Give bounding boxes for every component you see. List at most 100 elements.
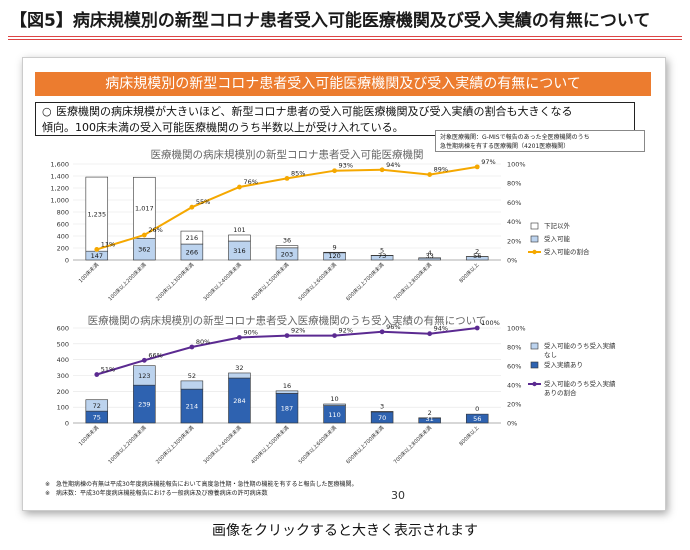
- x-tick-label: 100床以上200床未満: [106, 261, 148, 303]
- ref-line-2: 急性期病棟を有する医療機関（4201医療機関）: [440, 143, 570, 150]
- ratio-point: [427, 331, 433, 337]
- ratio-point: [189, 344, 195, 350]
- y-tick-label: 800: [57, 209, 69, 217]
- legend-swatch-ratio-point: [532, 249, 537, 255]
- data-label-without-record: 3: [380, 402, 384, 410]
- chart-acceptance-record: 医療機関の病床規模別の新型コロナ患者受入医療機関のうち受入実績の有無について01…: [57, 314, 616, 466]
- x-tick-label: 700床以上800床未満: [391, 261, 433, 303]
- data-label-with-record: 31: [426, 415, 434, 423]
- data-label-with-record: 110: [328, 411, 340, 419]
- summary-text-1: 医療機関の病床規模が大きいほど、新型コロナ患者の受入可能医療機関及び受入実績の割…: [56, 105, 573, 118]
- data-label-acceptable: 147: [91, 252, 103, 260]
- x-tick-label: 800床以上: [457, 424, 481, 448]
- footnote-1: ※ 急性期病棟の有無は平成30年度病床機能報告において高度急性期・急性期の機能を…: [45, 481, 358, 488]
- data-label-acceptable: 203: [281, 250, 293, 258]
- data-label-with-record: 56: [473, 415, 481, 423]
- y-tick-label: 300: [57, 372, 69, 380]
- y-tick-label: 600: [57, 221, 69, 229]
- data-label-without-record: 52: [188, 372, 196, 380]
- ratio-label: 76%: [243, 178, 257, 186]
- x-tick-label: 400床以上500床未満: [249, 261, 291, 303]
- x-tick-label: 100床未満: [77, 261, 101, 285]
- footnotes: ※ 急性期病棟の有無は平成30年度病床機能報告において高度急性期・急性期の機能を…: [45, 480, 565, 498]
- ratio-label: 97%: [481, 158, 495, 166]
- page-number: 30: [391, 489, 405, 502]
- x-tick-label: 100床未満: [77, 424, 101, 448]
- y-tick-label: 1,400: [50, 173, 69, 181]
- ratio-label: 11%: [101, 240, 115, 248]
- bar-segment-other: [323, 251, 346, 254]
- ratio-point: [141, 232, 147, 238]
- summary-note-line-2: 傾向。100床未満の受入可能医療機関のうち半数以上が受け入れている。: [42, 121, 404, 134]
- page-title: 【図5】病床規模別の新型コロナ患者受入可能医療機関及び受入実績の有無について: [10, 11, 651, 31]
- data-label-other: 101: [233, 226, 245, 234]
- ratio-label: 92%: [339, 327, 353, 335]
- y2-tick-label: 20%: [507, 401, 521, 409]
- data-label-other: 1,017: [135, 204, 154, 212]
- ratio-label: 93%: [339, 162, 353, 170]
- chart-title: 医療機関の病床規模別の新型コロナ患者受入医療機関のうち受入実績の有無について: [88, 314, 487, 327]
- data-label-with-record: 239: [138, 401, 150, 409]
- legend-swatch-with-record: [530, 361, 539, 369]
- y2-tick-label: 20%: [507, 237, 521, 245]
- data-label-without-record: 10: [330, 395, 338, 403]
- x-tick-label: 600床以上700床未満: [344, 424, 386, 466]
- y2-tick-label: 0%: [507, 257, 517, 265]
- ratio-label: 96%: [386, 323, 400, 331]
- ratio-label: 94%: [434, 325, 448, 333]
- ratio-point: [237, 335, 242, 340]
- ratio-label: 66%: [148, 351, 162, 359]
- bar-segment-without-record: [85, 399, 109, 412]
- summary-note: ○ 医療機関の病床規模が大きいほど、新型コロナ患者の受入可能医療機関及び受入実績の…: [35, 102, 635, 136]
- data-label-with-record: 284: [233, 397, 245, 405]
- data-label-with-record: 70: [378, 414, 386, 422]
- legend-label: 受入可能: [544, 234, 571, 243]
- bar-segment-without-record: [133, 365, 156, 386]
- data-label-other: 9: [332, 243, 336, 251]
- y-tick-label: 400: [57, 356, 69, 364]
- ratio-label: 80%: [196, 338, 210, 346]
- bar-segment-other: [275, 245, 299, 249]
- chart-title: 医療機関の病床規模別の新型コロナ患者受入可能医療機関: [151, 148, 424, 161]
- y-tick-label: 200: [57, 245, 69, 253]
- ratio-label: 26%: [148, 226, 162, 234]
- bar-segment-with-record: [465, 413, 489, 424]
- ratio-label: 94%: [386, 161, 400, 169]
- data-label-other: 2: [475, 248, 479, 256]
- y-tick-label: 600: [57, 325, 69, 333]
- legend-label: なし: [544, 351, 557, 359]
- y-tick-label: 1,600: [50, 161, 69, 169]
- ratio-label: 51%: [101, 366, 115, 374]
- legend-label: 受入可能の割合: [544, 247, 590, 256]
- data-label-with-record: 187: [281, 405, 293, 413]
- legend-label: 受入可能のうち受入実績: [544, 341, 616, 350]
- slide-image[interactable]: 病床規模別の新型コロナ患者受入可能医療機関及び受入実績の有無について ○ 医療機関…: [22, 57, 666, 511]
- y-tick-label: 0: [65, 420, 69, 428]
- y-tick-label: 500: [57, 340, 69, 348]
- data-label-acceptable: 56: [473, 252, 481, 260]
- data-label-without-record: 123: [138, 372, 150, 380]
- data-label-without-record: 32: [235, 364, 243, 372]
- data-label-with-record: 75: [93, 414, 101, 422]
- data-label-without-record: 2: [428, 409, 432, 417]
- enlarge-caption-link[interactable]: 画像をクリックすると大きく表示されます: [212, 523, 478, 539]
- y-tick-label: 1,200: [50, 185, 69, 193]
- bar-segment-without-record: [275, 390, 299, 394]
- data-label-without-record: 16: [283, 382, 291, 390]
- bar-segment-without-record: [180, 380, 204, 390]
- data-label-other: 1,235: [87, 211, 106, 219]
- y2-tick-label: 100%: [507, 325, 526, 333]
- y2-tick-label: 40%: [507, 382, 521, 390]
- y2-tick-label: 60%: [507, 199, 521, 207]
- data-label-without-record: 0: [475, 405, 479, 413]
- legend-swatch-other: [530, 222, 539, 230]
- ratio-point: [474, 325, 480, 331]
- ratio-point: [379, 167, 385, 173]
- x-tick-label: 500床以上600床未満: [296, 261, 338, 303]
- bar-segment-other: [180, 230, 204, 245]
- ratio-point: [141, 357, 147, 363]
- x-tick-label: 800床以上: [457, 261, 481, 285]
- data-label-acceptable: 33: [426, 252, 434, 260]
- x-tick-label: 100床以上200床未満: [106, 424, 148, 466]
- ratio-point: [332, 333, 337, 338]
